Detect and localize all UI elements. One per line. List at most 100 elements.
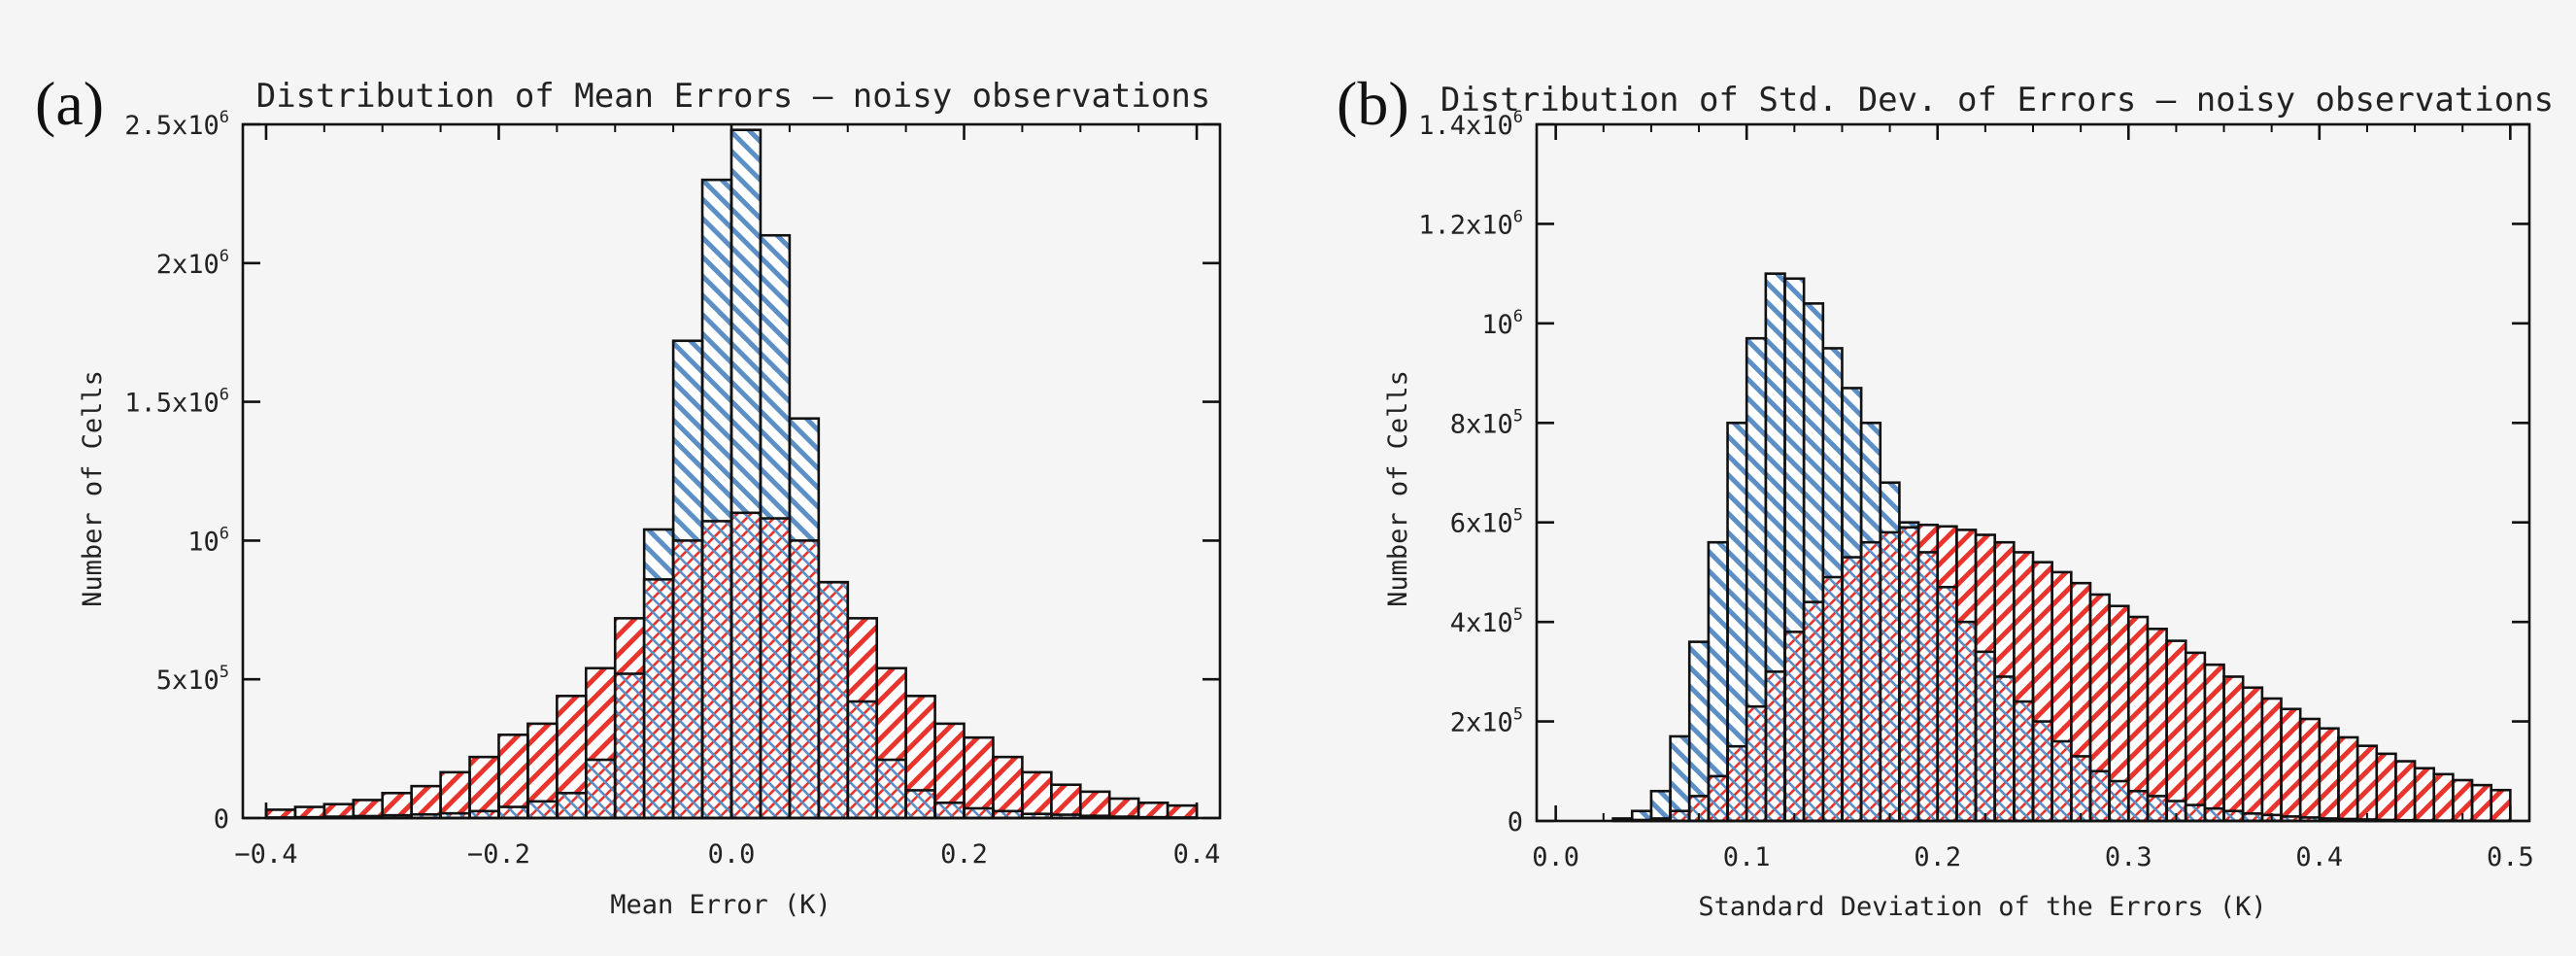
panel-b-bar-overlap-27 xyxy=(2071,756,2090,821)
panel-a-bar-blue-excess-17 xyxy=(760,235,790,519)
panel-b-bar-overlap-12 xyxy=(1784,632,1805,821)
panel-b-bar-red-excess-25 xyxy=(2033,562,2052,722)
panel-a-bar-overlap-27 xyxy=(1051,814,1081,818)
panel-b-bar-overlap-28 xyxy=(2089,770,2110,821)
panel-a-bar-overlap-10 xyxy=(557,793,587,818)
panel-a-ytick-label-2: 106 xyxy=(187,524,229,557)
panel-a-ytick-label-0: 0 xyxy=(214,804,229,835)
panel-a-bar-red-excess-6 xyxy=(440,771,470,814)
panel-a-bar-red-excess-2 xyxy=(323,803,354,817)
panel-b-bar-overlap-24 xyxy=(2014,701,2033,821)
panel-b-bar-overlap-14 xyxy=(1822,577,1843,821)
panel-b-plot: 0.0 0.1 0.2 0.3 0.4 0.5 0 2x105 4x105 6x105 8x105 1… xyxy=(1418,108,2534,872)
panel-a-bar-blue-excess-18 xyxy=(789,418,819,541)
panel-a-bar-overlap-19 xyxy=(818,582,848,818)
panel-b-bar-overlap-9 xyxy=(1727,746,1747,821)
panel-a-bar-overlap-14 xyxy=(673,540,703,818)
panel-b-bar-red-excess-37 xyxy=(2261,699,2282,815)
panel-b-ytick-label-4: 8x105 xyxy=(1450,406,1523,439)
panel-b-bar-overlap-36 xyxy=(2243,813,2262,821)
panel-b-ytick-label-6: 1.2x106 xyxy=(1418,207,1523,240)
panel-b-bar-blue-excess-16 xyxy=(1861,423,1881,543)
panel-b-bar-red-excess-47 xyxy=(2453,780,2473,821)
panel-b-bar-blue-excess-13 xyxy=(1804,303,1823,602)
panel-a-bar-red-excess-21 xyxy=(876,667,906,761)
panel-b-bar-overlap-13 xyxy=(1804,601,1823,821)
panel-b-bar-red-excess-41 xyxy=(2338,736,2358,819)
panel-a-bar-red-excess-23 xyxy=(934,723,965,803)
panel-a-bar-red-excess-3 xyxy=(353,800,383,817)
panel-b-bar-overlap-6 xyxy=(1670,810,1690,821)
panel-a-bar-red-excess-27 xyxy=(1051,784,1081,815)
panel-b-bar-blue-excess-8 xyxy=(1708,542,1728,776)
panel-b-bar-red-excess-31 xyxy=(2147,629,2167,797)
panel-b-ytick-label-1: 2x105 xyxy=(1450,705,1523,738)
panel-b-bar-overlap-15 xyxy=(1842,557,1862,821)
panel-b-xlabel: Standard Deviation of the Errors (K) xyxy=(1698,892,2266,922)
panel-b-bar-red-excess-42 xyxy=(2357,745,2377,820)
panel-b-ylabel: Number of Cells xyxy=(1383,370,1413,607)
panel-b-bar-red-excess-43 xyxy=(2376,753,2396,820)
panel-a-bar-overlap-25 xyxy=(993,810,1023,818)
panel-b-bar-red-excess-38 xyxy=(2281,708,2301,817)
panel-b-bar-overlap-17 xyxy=(1880,531,1900,821)
panel-b-bar-overlap-25 xyxy=(2033,721,2052,821)
panel-a-bar-red-excess-29 xyxy=(1109,799,1139,817)
panel-b-bar-red-excess-29 xyxy=(2109,605,2129,782)
panel-b-bar-blue-excess-10 xyxy=(1746,338,1766,707)
panel-b-letter: (b) xyxy=(1337,69,1409,138)
panel-b-bar-overlap-34 xyxy=(2204,808,2224,821)
panel-b-ytick-label-7: 1.4x106 xyxy=(1418,108,1523,141)
panel-a-xlabel: Mean Error (K) xyxy=(610,890,831,920)
panel-b-bar-red-excess-28 xyxy=(2089,594,2110,771)
panel-a-bar-overlap-18 xyxy=(789,540,819,818)
panel-b-bar-overlap-7 xyxy=(1689,796,1709,821)
panel-b-bar-overlap-19 xyxy=(1918,552,1938,821)
panel-b-bar-blue-excess-4 xyxy=(1632,810,1651,820)
panel-a-bar-overlap-13 xyxy=(644,579,674,818)
panel-a-bar-red-excess-4 xyxy=(382,793,412,816)
panel-a-bar-overlap-22 xyxy=(905,790,935,818)
panel-a-xtick-label-0: −0.4 xyxy=(234,839,297,870)
panel-b-bar-overlap-8 xyxy=(1708,775,1728,821)
panel-a-bar-red-excess-30 xyxy=(1138,802,1169,818)
panel-b-bar-blue-excess-17 xyxy=(1880,482,1900,532)
panel-a-bar-red-excess-24 xyxy=(964,737,994,809)
panel-b-bar-red-excess-40 xyxy=(2319,728,2339,819)
panel-a-bar-red-excess-7 xyxy=(469,757,499,811)
panel-b-bar-overlap-31 xyxy=(2147,796,2167,821)
panel-b-bar-overlap-11 xyxy=(1765,671,1785,821)
panel-b-xtick-label-2: 0.2 xyxy=(1914,842,1961,872)
panel-a-bar-red-excess-5 xyxy=(411,786,441,815)
panel-a-bar-red-excess-0 xyxy=(265,809,295,818)
panel-a-bar-overlap-7 xyxy=(469,810,499,818)
panel-a-ytick-label-3: 1.5x106 xyxy=(124,386,229,419)
panel-a-bar-overlap-9 xyxy=(527,801,558,818)
panel-b-bar-overlap-35 xyxy=(2223,810,2244,821)
panel-b-bar-blue-excess-6 xyxy=(1670,735,1690,811)
panel-a-bar-overlap-5 xyxy=(411,814,441,818)
panel-a-bar-overlap-23 xyxy=(934,802,965,818)
panel-a-bar-red-excess-8 xyxy=(498,734,528,807)
panel-b-bar-red-excess-36 xyxy=(2243,687,2262,814)
panel-a-bar-overlap-11 xyxy=(586,760,616,818)
panel-a-bar-overlap-8 xyxy=(498,806,528,818)
panel-a-bar-overlap-16 xyxy=(731,512,761,818)
panel-a-bar-overlap-20 xyxy=(847,701,877,818)
panel-b-bar-red-excess-49 xyxy=(2491,790,2511,821)
panel-b-bar-red-excess-44 xyxy=(2395,761,2416,821)
panel-b-bar-red-excess-22 xyxy=(1976,534,1995,652)
panel-b-bar-red-excess-19 xyxy=(1918,525,1938,553)
panel-a-bar-red-excess-20 xyxy=(847,618,877,702)
panel-a-xtick-label-3: 0.2 xyxy=(940,839,988,870)
panel-a-bar-red-excess-9 xyxy=(527,723,558,802)
panel-b-bar-blue-excess-11 xyxy=(1765,273,1785,672)
panel-a-xtick-label-2: 0.0 xyxy=(708,839,756,870)
panel-a-ylabel: Number of Cells xyxy=(78,370,108,607)
panel-b-ytick-label-2: 4x105 xyxy=(1450,605,1523,638)
panel-b-bar-overlap-23 xyxy=(1994,676,2015,821)
panel-a-bar-blue-excess-16 xyxy=(731,129,761,513)
panel-a-bar-blue-excess-14 xyxy=(673,340,703,541)
panel-b-bar-blue-excess-15 xyxy=(1842,388,1862,558)
panel-b-bar-blue-excess-14 xyxy=(1822,348,1843,578)
